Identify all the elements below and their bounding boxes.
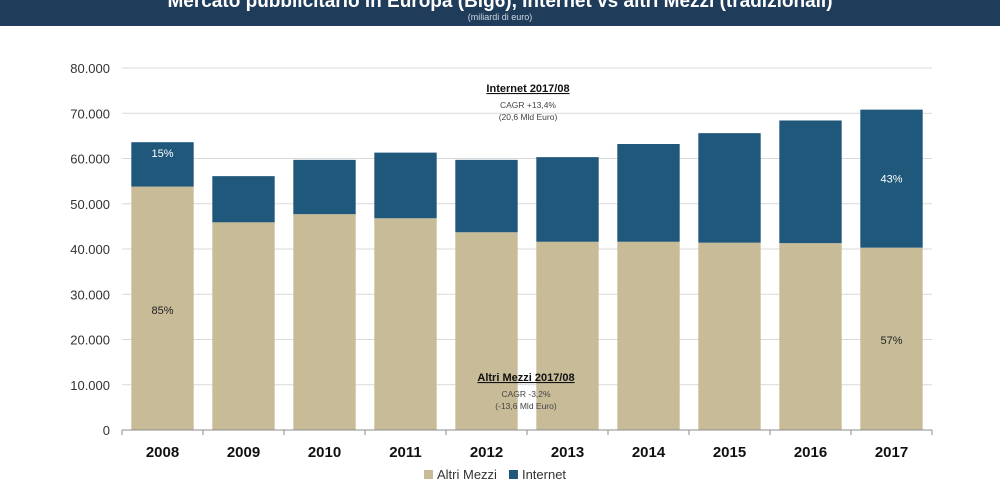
annotation-line: (20,6 Mld Euro) — [499, 112, 558, 122]
legend-label-internet: Internet — [522, 467, 566, 482]
y-tick-label: 20.000 — [70, 333, 110, 348]
y-tick-label: 50.000 — [70, 197, 110, 212]
annotation-line: CAGR -3,2% — [501, 389, 551, 399]
bar-internet-2015 — [698, 133, 761, 243]
data-labels: 15% 85% 43% 57% — [151, 148, 902, 347]
y-tick-label: 0 — [103, 423, 110, 438]
bar-internet-2008 — [131, 142, 194, 187]
x-tick-label: 2008 — [146, 444, 179, 461]
x-tick-label: 2014 — [632, 444, 666, 461]
bar-altri-mezzi-2010 — [293, 214, 356, 430]
legend-label-altri-mezzi: Altri Mezzi — [437, 467, 497, 482]
bar-altri-mezzi-2009 — [212, 222, 275, 430]
legend-swatch-internet — [508, 470, 518, 479]
annotations: Internet 2017/08 CAGR +13,4% (20,6 Mld Eur… — [477, 83, 574, 411]
x-tick-label: 2013 — [551, 444, 584, 461]
legend: Altri Mezzi Internet — [424, 467, 566, 482]
x-axis: 2008 2009 2010 2011 2012 2013 2014 2015 2016 2017 — [121, 429, 933, 461]
bar-altri-mezzi-2008 — [131, 186, 194, 430]
bar-altri-mezzi-2017 — [860, 247, 923, 430]
bar-internet-2013 — [536, 157, 599, 242]
bar-altri-mezzi-2013 — [536, 241, 599, 430]
x-tick-label: 2010 — [308, 444, 341, 461]
x-tick-label: 2016 — [794, 444, 827, 461]
x-tick-label: 2017 — [875, 444, 908, 461]
legend-swatch-altri-mezzi — [424, 470, 433, 479]
x-tick-label: 2015 — [713, 444, 746, 461]
bar-internet-2017 — [860, 109, 923, 248]
bar-internet-2014 — [617, 144, 680, 242]
y-tick-label: 60.000 — [70, 152, 110, 167]
data-label-internet-2017: 43% — [880, 174, 902, 186]
annotation-line: (-13,6 Mld Euro) — [495, 401, 557, 411]
x-tick-label: 2011 — [389, 444, 422, 461]
bars — [131, 109, 923, 430]
bar-altri-mezzi-2016 — [779, 243, 842, 430]
y-tick-label: 30.000 — [70, 287, 110, 302]
bar-internet-2012 — [455, 159, 518, 233]
annotation-heading: Altri Mezzi 2017/08 — [477, 372, 574, 384]
annotation-heading: Internet 2017/08 — [486, 83, 569, 95]
annotation-line: CAGR +13,4% — [500, 100, 556, 110]
bar-internet-2009 — [212, 176, 275, 223]
bar-internet-2010 — [293, 159, 356, 215]
bar-internet-2016 — [779, 120, 842, 244]
y-tick-label: 70.000 — [70, 106, 110, 121]
y-tick-label: 10.000 — [70, 378, 110, 393]
data-label-altri-mezzi-2008: 85% — [151, 305, 173, 317]
y-tick-label: 40.000 — [70, 242, 110, 257]
x-tick-label: 2012 — [470, 444, 503, 461]
bar-altri-mezzi-2014 — [617, 241, 680, 430]
chart-title: Mercato pubblicitario in Europa (Big6), … — [167, 0, 833, 12]
bar-internet-2011 — [374, 152, 437, 219]
y-tick-label: 80.000 — [70, 61, 110, 76]
chart-header: Mercato pubblicitario in Europa (Big6), … — [0, 0, 1000, 26]
bar-altri-mezzi-2015 — [698, 242, 761, 430]
data-label-internet-2008: 15% — [151, 148, 173, 160]
chart-subtitle: (miliardi di euro) — [467, 12, 533, 22]
y-axis: 0 10.000 20.000 30.000 40.000 50.000 60.000 70.… — [70, 61, 110, 438]
data-label-altri-mezzi-2017: 57% — [880, 335, 902, 347]
bar-altri-mezzi-2011 — [374, 218, 437, 430]
x-tick-label: 2009 — [227, 444, 260, 461]
bar-altri-mezzi-2012 — [455, 232, 518, 430]
